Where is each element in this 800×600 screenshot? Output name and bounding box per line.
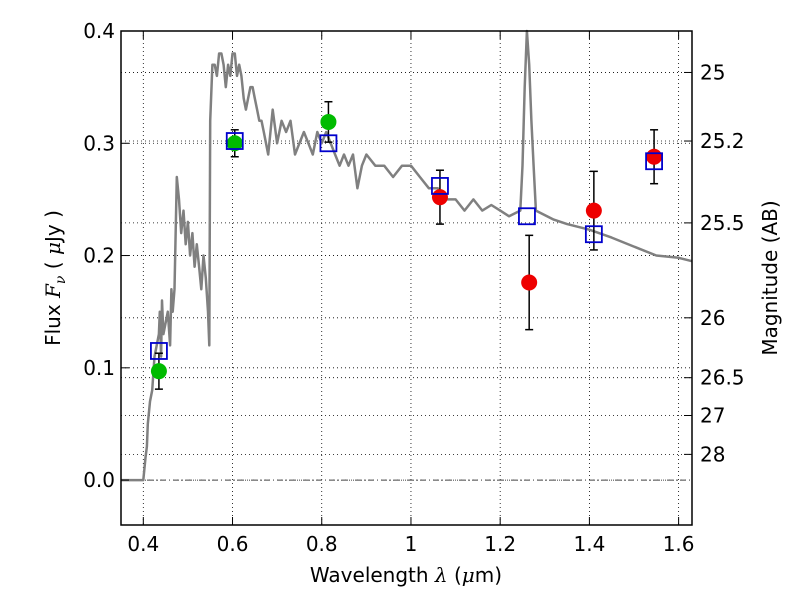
red-point: [585, 202, 602, 219]
y-tick-label: 0.1: [83, 356, 115, 380]
y2-tick-label: 25.5: [700, 211, 745, 235]
y-axis-label: Flux Fν ( μJy ): [41, 210, 69, 346]
y-tick-label: 0.4: [83, 19, 115, 43]
model-square: [431, 177, 449, 195]
y2-tick-label: 27: [700, 403, 725, 427]
sed-line: [121, 29, 693, 482]
y-tick-label: 0.0: [83, 468, 115, 492]
y2-tick-label: 26: [700, 306, 725, 330]
red-point: [521, 274, 538, 291]
y-tick-label: 0.2: [83, 244, 115, 268]
y2-tick-label: 28: [700, 442, 725, 466]
red-point: [431, 189, 448, 206]
x-tick-label: 0.8: [306, 532, 338, 556]
green-point: [226, 135, 243, 152]
model-square: [225, 132, 244, 150]
x-axis-label: Wavelength λ (μm): [310, 563, 502, 587]
y-tick-label: 0.3: [83, 131, 115, 155]
plot-frame: [120, 30, 693, 526]
model-square: [319, 134, 338, 153]
green-points: [150, 113, 337, 380]
x-tick-label: 0.4: [127, 532, 159, 556]
x-tick-label: 1.6: [663, 532, 695, 556]
sed-model-curve: [121, 29, 693, 482]
y2-tick-labels: 25 25.2 25.5 26 26.5 27 28: [700, 60, 745, 466]
y2-tick-label: 25: [700, 60, 725, 84]
model-points: [150, 132, 663, 360]
model-square: [645, 152, 663, 171]
model-square: [150, 342, 168, 360]
y-tick-labels: 0.0 0.1 0.2 0.3 0.4: [83, 19, 115, 492]
green-point: [150, 363, 167, 380]
x-tick-labels: 0.4 0.6 0.8 1 1.2 1.4 1.6: [127, 532, 694, 556]
green-point: [320, 113, 337, 130]
x-tick-label: 1: [405, 532, 418, 556]
x-tick-label: 1.4: [573, 532, 605, 556]
y2-tick-label: 26.5: [700, 366, 745, 390]
model-square: [584, 225, 603, 244]
model-square: [518, 207, 536, 226]
y2-axis-label: Magnitude (AB): [758, 200, 782, 355]
ticks: [121, 30, 692, 525]
y2-tick-label: 25.2: [700, 129, 745, 153]
red-points: [431, 148, 663, 291]
x-tick-label: 0.6: [217, 532, 249, 556]
x-tick-label: 1.2: [484, 532, 516, 556]
red-point: [646, 148, 663, 165]
